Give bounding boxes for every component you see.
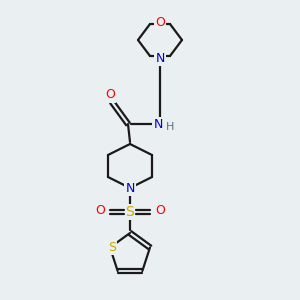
Text: N: N: [155, 52, 165, 64]
Text: O: O: [105, 88, 115, 101]
Text: S: S: [126, 205, 134, 219]
Text: S: S: [108, 241, 116, 254]
Text: O: O: [95, 205, 105, 218]
Text: O: O: [155, 205, 165, 218]
Text: N: N: [153, 118, 163, 130]
Text: N: N: [125, 182, 135, 194]
Text: H: H: [166, 122, 174, 132]
Text: O: O: [155, 16, 165, 28]
